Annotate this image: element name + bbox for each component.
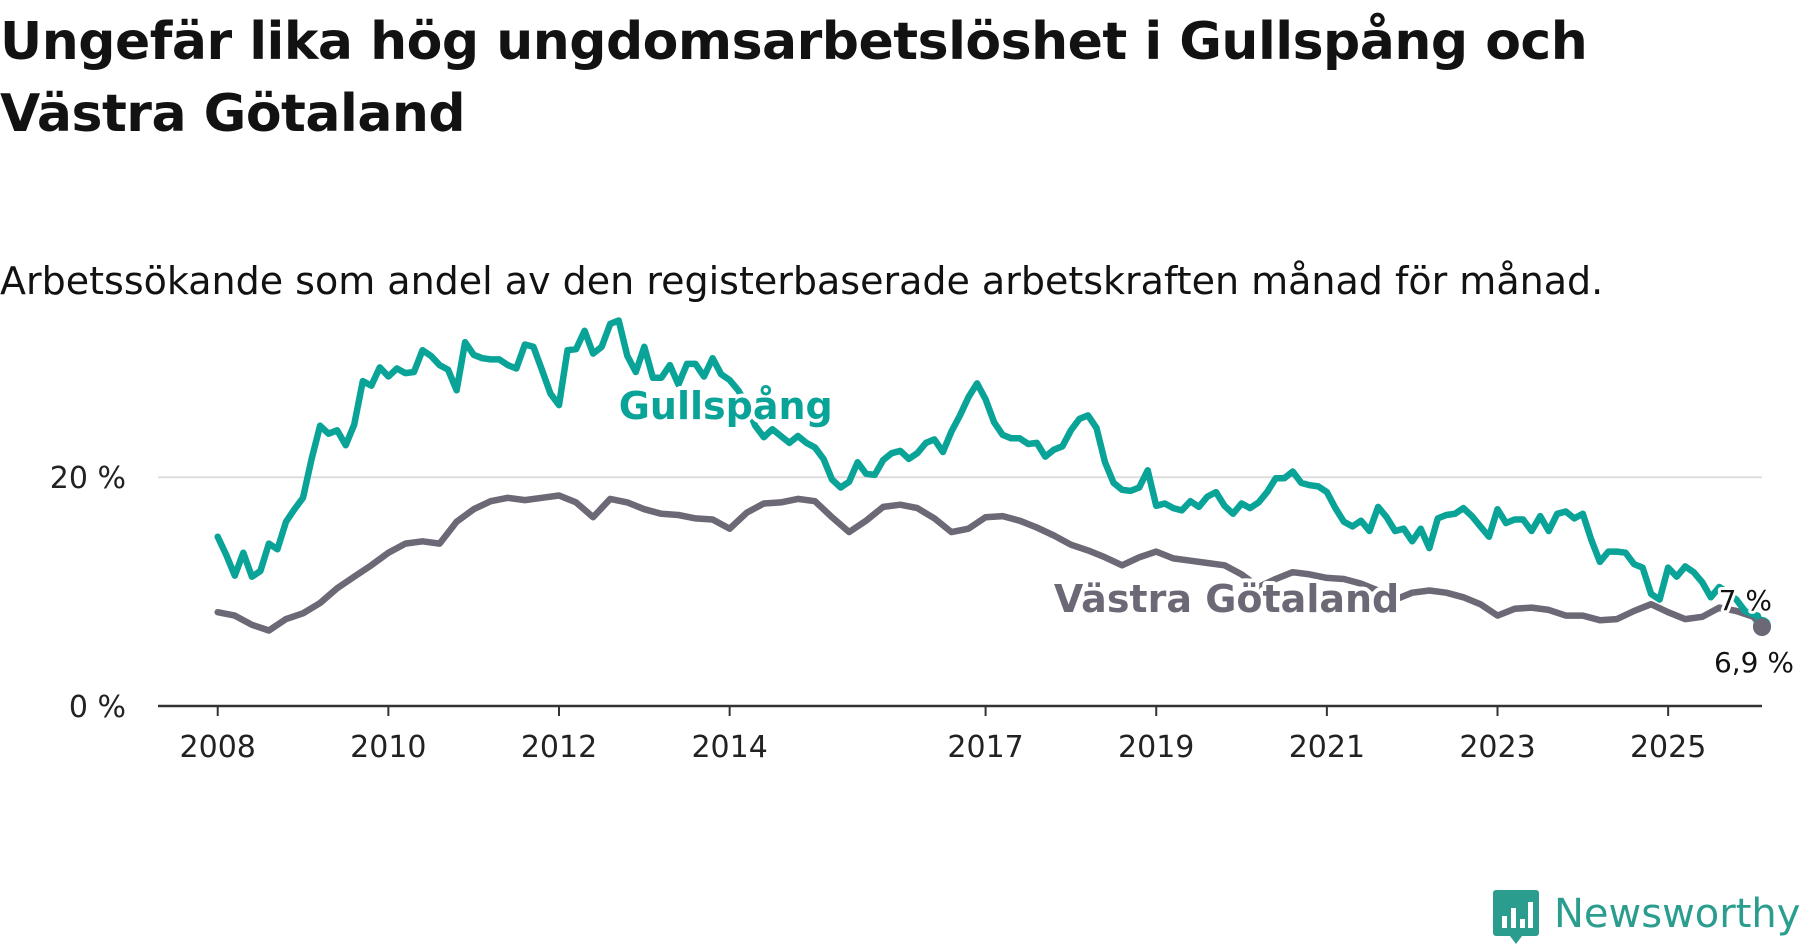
chart-subtitle: Arbetssökande som andel av den registerb…: [0, 259, 1604, 303]
x-tick-label: 2025: [1630, 730, 1706, 765]
logo-text: Newsworthy: [1554, 891, 1800, 937]
x-tick-label: 2008: [180, 730, 256, 765]
end-label-gullspang: 7 %: [1719, 584, 1772, 617]
y-tick-label: 0 %: [69, 690, 126, 725]
series-label-gullspang: Gullspång: [619, 384, 833, 428]
chart-title: Ungefär lika hög ungdomsarbetslöshet i G…: [0, 12, 1588, 144]
axis-layer: 0 % 20 % 2008 2010 2012 2014 2017 2019 2021 2023 2…: [50, 461, 1762, 765]
x-tick-label: 2023: [1459, 730, 1535, 765]
series-layer: [214, 317, 1771, 637]
x-tick-label: 2019: [1118, 730, 1194, 765]
series-line-v-stra-g-taland: [214, 492, 1766, 634]
label-layer: Gullspång Västra Götaland 7 % 6,9 %: [615, 380, 1797, 682]
y-tick-label: 20 %: [50, 461, 126, 496]
series-line-gullsp-ng: [214, 317, 1766, 630]
newsworthy-logo[interactable]: Newsworthy: [1492, 888, 1800, 944]
x-tick-label: 2014: [691, 730, 767, 765]
end-marker: [1753, 618, 1771, 637]
x-tick-label: 2021: [1289, 730, 1365, 765]
end-label-vastra-gotaland: 6,9 %: [1714, 646, 1794, 679]
x-tick-label: 2010: [350, 730, 426, 765]
bar-chart-speech-bubble-icon: [1493, 890, 1539, 944]
x-tick-label: 2012: [521, 730, 597, 765]
series-label-vastra-gotaland: Västra Götaland: [1054, 577, 1399, 621]
x-tick-label: 2017: [947, 730, 1023, 765]
